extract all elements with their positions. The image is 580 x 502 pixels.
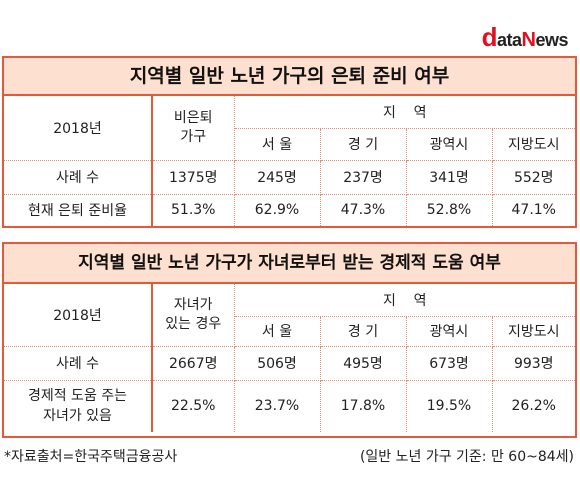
year-cell: 2018년 xyxy=(4,284,153,347)
basis-note: (일반 노년 가구 기준: 만 60~84세) xyxy=(359,449,574,465)
cell: 993명 xyxy=(492,346,575,381)
row-label: 사례 수 xyxy=(4,160,153,195)
economic-help-panel: 지역별 일반 노년 가구가 자녀로부터 받는 경제적 도움 여부 2018년 자… xyxy=(2,242,577,438)
region-gyeonggi: 경 기 xyxy=(320,316,407,347)
economic-help-table: 2018년 자녀가 있는 경우 지 역 서 울 경 기 광역시 지방도시 사례 … xyxy=(4,284,575,432)
region-header: 지 역 xyxy=(234,96,575,129)
source-note: *자료출처=한국주택금융공사 xyxy=(4,449,178,465)
year-cell: 2018년 xyxy=(4,96,153,161)
cell: 62.9% xyxy=(234,194,321,226)
cell: 19.5% xyxy=(406,380,493,432)
panel-title: 지역별 일반 노년 가구의 은퇴 준비 여부 xyxy=(4,58,575,96)
cell: 1375명 xyxy=(152,160,235,195)
cell: 22.5% xyxy=(152,380,235,432)
region-header: 지 역 xyxy=(234,284,575,317)
table-row: 사례 수 2667명 506명 495명 673명 993명 xyxy=(4,346,575,381)
main-column-header: 자녀가 있는 경우 xyxy=(152,284,235,347)
cell: 552명 xyxy=(492,160,575,195)
row-label: 사례 수 xyxy=(4,346,153,381)
cell: 47.1% xyxy=(511,202,556,219)
retirement-panel: 지역별 일반 노년 가구의 은퇴 준비 여부 2018년 비은퇴 가구 지 역 … xyxy=(2,56,577,228)
cell: 23.7% xyxy=(234,380,321,432)
row-label: 현재 은퇴 준비율 xyxy=(4,194,153,226)
cell: 495명 xyxy=(320,346,407,381)
row-label: 경제적 도움 주는 자녀가 있음 xyxy=(4,380,153,432)
region-metro: 광역시 xyxy=(406,128,493,161)
panel-title: 지역별 일반 노년 가구가 자녀로부터 받는 경제적 도움 여부 xyxy=(4,244,575,284)
table-row: 경제적 도움 주는 자녀가 있음 22.5% 23.7% 17.8% 19.5%… xyxy=(4,380,575,432)
region-provincial: 지방도시 xyxy=(492,128,575,161)
cell: 673명 xyxy=(406,346,493,381)
table-row: 현재 은퇴 준비율 51.3% 62.9% 47.3% 52.8% 47.1% xyxy=(4,194,575,226)
region-seoul: 서 울 xyxy=(234,128,321,161)
retirement-table: 2018년 비은퇴 가구 지 역 서 울 경 기 광역시 지방도시 사례 수 1… xyxy=(4,96,575,226)
datanews-logo: dataNews xyxy=(481,22,569,52)
cell: 47.3% xyxy=(320,194,407,226)
cell: 341명 xyxy=(406,160,493,195)
table-row: 사례 수 1375명 245명 237명 341명 552명 xyxy=(4,160,575,195)
region-seoul: 서 울 xyxy=(234,316,321,347)
cell: 2667명 xyxy=(152,346,235,381)
cell: 237명 xyxy=(320,160,407,195)
cell: 506명 xyxy=(234,346,321,381)
region-provincial: 지방도시 xyxy=(492,316,575,347)
region-gyeonggi: 경 기 xyxy=(320,128,407,161)
cell: 26.2% xyxy=(511,398,556,415)
cell: 51.3% xyxy=(152,194,235,226)
main-column-header: 비은퇴 가구 xyxy=(152,96,235,161)
cell: 245명 xyxy=(234,160,321,195)
cell: 17.8% xyxy=(320,380,407,432)
cell: 52.8% xyxy=(406,194,493,226)
region-metro: 광역시 xyxy=(406,316,493,347)
